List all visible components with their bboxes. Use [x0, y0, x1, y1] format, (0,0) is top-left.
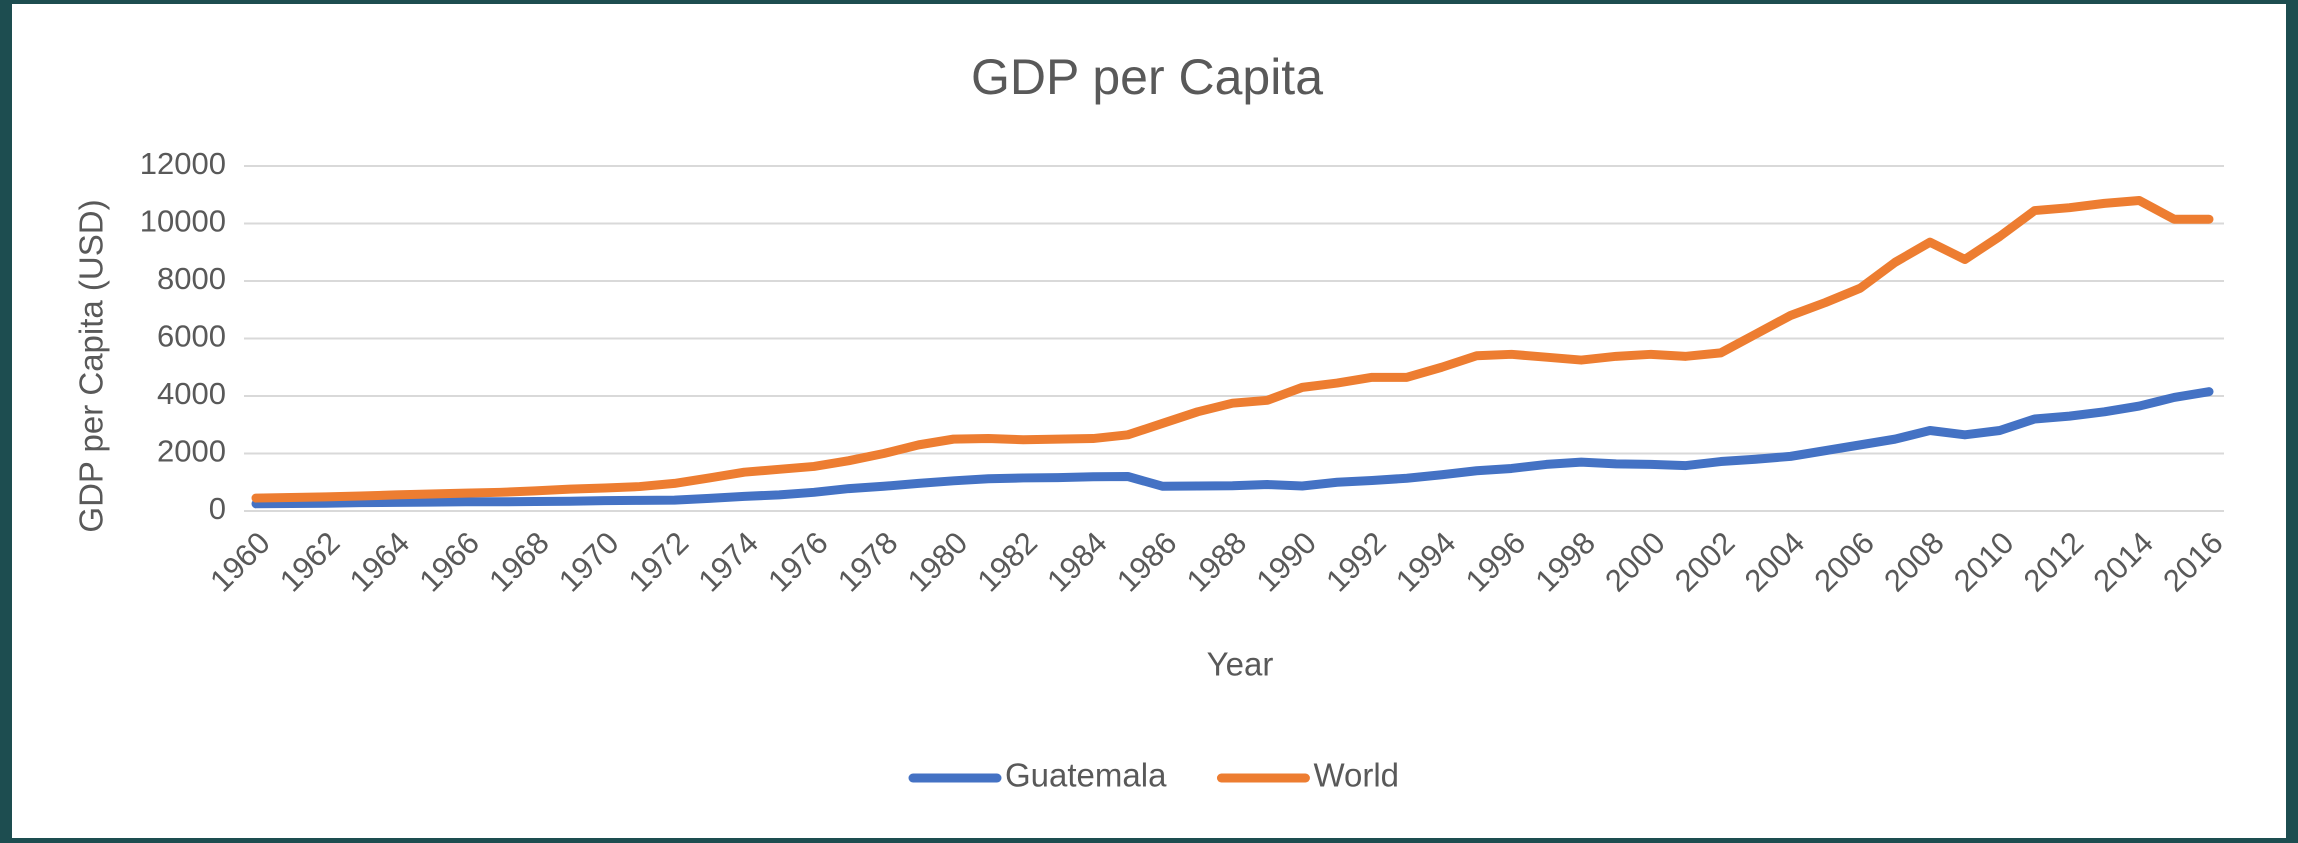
x-axis-title: Year [1207, 646, 1274, 683]
y-tick-label: 8000 [157, 261, 226, 296]
y-tick-label: 12000 [140, 146, 226, 181]
chart-area [12, 4, 2286, 838]
y-axis-title: GDP per Capita (USD) [73, 199, 110, 532]
data-line [251, 196, 2214, 503]
y-tick-label: 4000 [157, 376, 226, 411]
y-tick-label: 6000 [157, 319, 226, 354]
chart-title: GDP per Capita [971, 49, 1323, 105]
legend-label: Guatemala [1005, 757, 1167, 794]
y-tick-label: 0 [209, 491, 226, 526]
y-tick-label: 2000 [157, 434, 226, 469]
data-line [251, 387, 2214, 509]
y-tick-label: 10000 [140, 204, 226, 239]
legend-label: World [1313, 757, 1399, 794]
